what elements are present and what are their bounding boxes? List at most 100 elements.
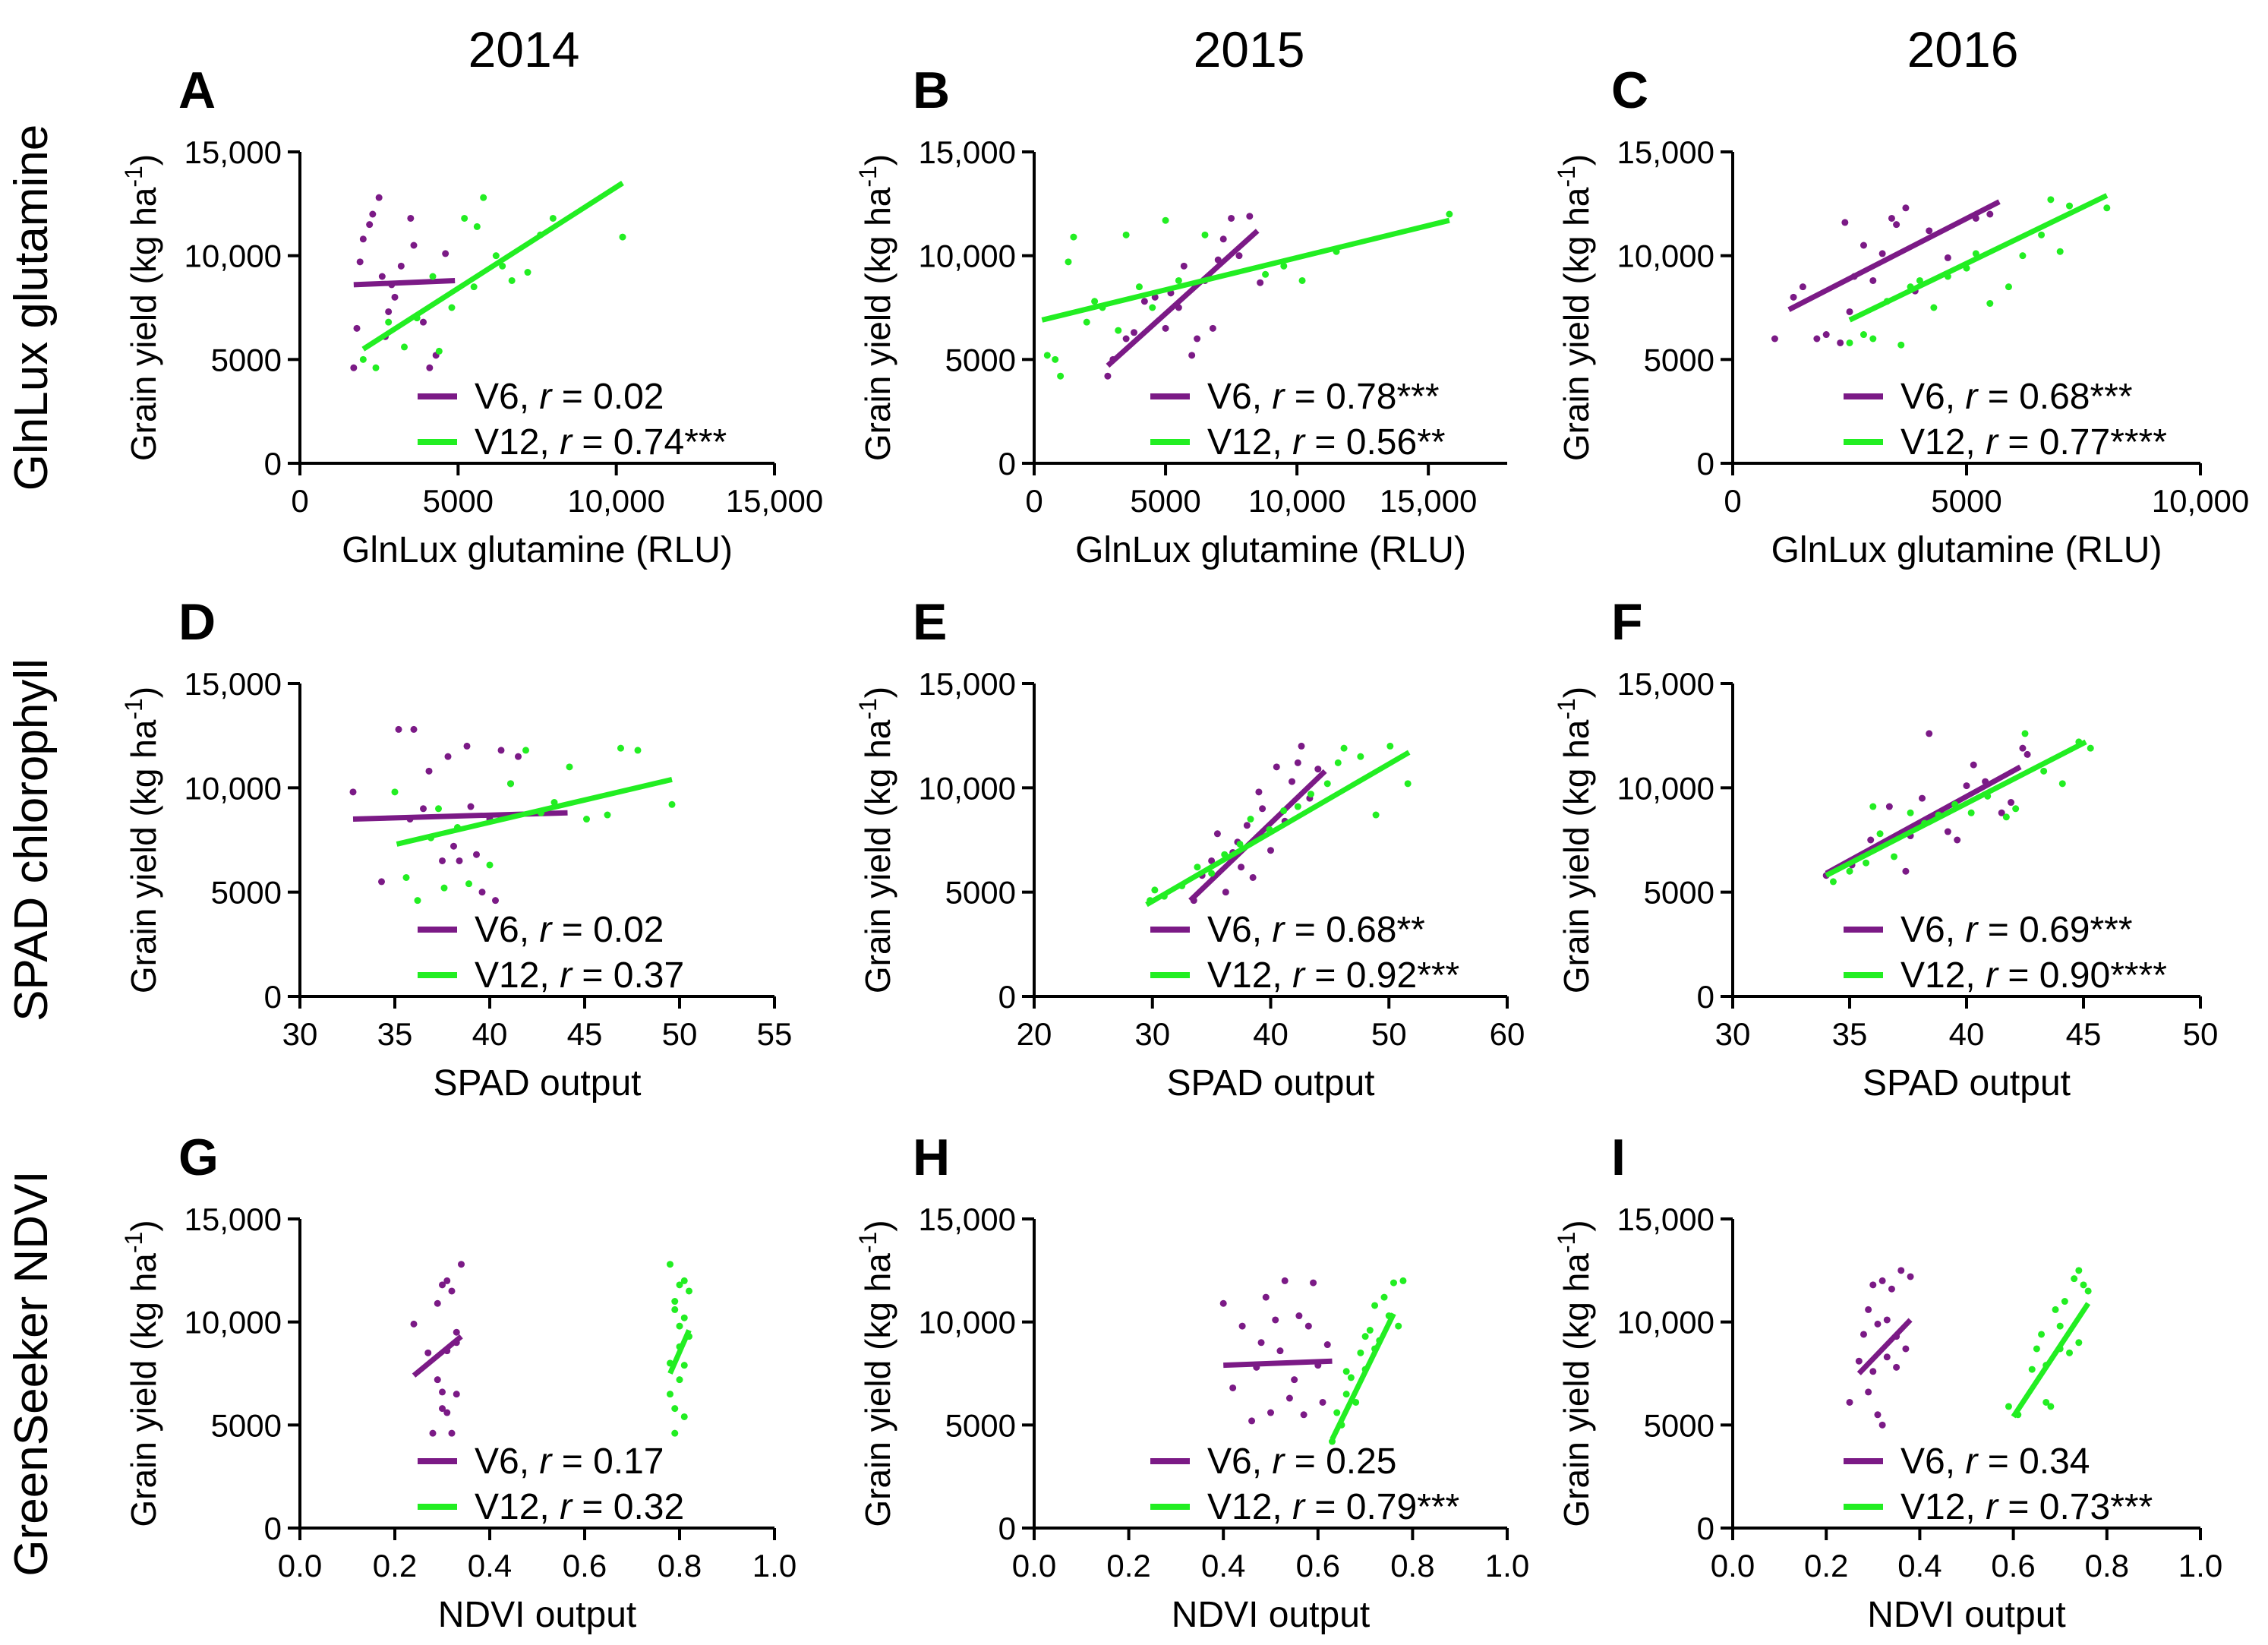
y-axis-label: Grain yield (kg ha-1) [120,1220,163,1527]
x-axis-label: NDVI output [438,1595,636,1635]
y-tick-label: 15,000 [1617,666,1714,702]
x-tick-label: 20 [1017,1016,1052,1052]
data-point-V6 [1285,1394,1293,1402]
data-point-V12 [1149,304,1156,311]
y-axis-label-close: ) [124,1220,163,1231]
y-tick-label: 15,000 [185,1201,282,1237]
legend-r-value: 0.74 [614,422,684,463]
legend-sep: , [1965,1487,1986,1527]
data-point-V6 [1878,1277,1886,1284]
data-point-V12 [1869,335,1877,343]
data-point-V12 [2019,252,2027,260]
legend-sep: , [519,910,540,950]
legend-significance: *** [2110,1487,2153,1527]
data-point-V6 [444,753,452,760]
data-point-V6 [1213,830,1221,838]
legend-r-symbol: r [539,377,553,417]
data-point-V6 [1188,352,1196,359]
data-point-V12 [676,1376,683,1384]
x-tick-label: 0.4 [1201,1548,1245,1583]
data-point-V6 [391,293,399,301]
data-point-V6 [2019,744,2027,752]
data-point-V12 [448,304,456,311]
data-point-V12 [1122,231,1130,238]
data-point-V6 [1822,331,1830,339]
legend-significance: *** [2090,910,2133,950]
data-point-V12 [680,1413,688,1420]
y-tick-label: 0 [1697,979,1714,1015]
legend-eq: = [1284,1441,1326,1482]
data-point-V6 [1257,279,1264,286]
panel-letter: I [1611,1129,1626,1186]
legend-r-symbol: r [1986,1487,1999,1527]
data-point-V12 [667,1261,673,1268]
data-point-V12 [1846,867,1853,875]
legend-sep: , [1945,910,1966,950]
data-point-V12 [470,283,478,291]
data-point-V12 [1323,780,1331,788]
data-point-V12 [1208,870,1216,877]
series-V12 [1825,730,2094,886]
data-point-V6 [1180,262,1188,270]
regression-line-V12 [361,181,624,352]
data-point-V12 [676,1281,683,1289]
data-point-V12 [1386,742,1394,750]
data-point-V6 [1846,308,1853,315]
data-point-V6 [1122,335,1130,343]
data-point-V6 [426,364,434,371]
y-axis-label-text: Grain yield (kg ha [1557,187,1596,461]
x-tick-label: 0.2 [1804,1548,1848,1583]
legend-sep: , [1272,955,1292,996]
y-tick-label: 10,000 [1617,770,1714,806]
data-point-V12 [1280,262,1288,270]
data-point-V12 [1897,341,1905,349]
legend-series-name: V12 [1901,422,1965,463]
data-point-V6 [1878,250,1886,257]
data-point-V12 [1446,210,1453,218]
y-axis-label: Grain yield (kg ha-1) [1553,687,1596,993]
legend-series-name: V12 [475,955,539,996]
legend-r-value: 0.25 [1326,1441,1396,1482]
data-point-V12 [686,1287,692,1295]
data-point-V12 [2056,1322,2064,1330]
x-axis-label: SPAD output [1863,1063,2071,1104]
data-point-V6 [1893,221,1901,229]
panel-letter: D [178,593,216,651]
x-tick-label: 10,000 [567,483,664,519]
data-point-V6 [434,1299,441,1307]
regression-line-V6 [1787,199,2001,312]
data-point-V12 [401,343,408,351]
legend-r-symbol: r [1965,377,1979,417]
data-point-V6 [1926,730,1933,737]
data-point-V12 [2038,231,2046,238]
legend-label: V12, r = 0.90**** [1901,955,2167,996]
data-point-V12 [372,364,380,371]
y-axis-label-text: Grain yield (kg ha [124,187,163,461]
legend-eq: = [1284,910,1326,950]
data-point-V6 [429,1429,437,1437]
legend-significance: *** [1397,377,1440,417]
legend-item-V12: V12, r = 0.92*** [1150,955,1459,996]
data-point-V12 [671,1306,679,1313]
legend-item-V6: V6, r = 0.69*** [1844,910,2133,950]
y-tick-label: 5000 [1644,342,1714,377]
legend-r-value: 0.90 [2039,955,2110,996]
data-point-V12 [1201,231,1209,238]
y-tick-label: 0 [264,979,282,1015]
y-tick-label: 5000 [1644,875,1714,911]
series-V6 [1771,199,2001,346]
data-point-V6 [1885,803,1893,810]
legend-eq: = [1977,1441,2019,1482]
x-tick-label: 0 [291,483,308,519]
data-point-V12 [1967,809,1975,816]
panel-C: C 0 5000 10,000 15,000 0 5000 10,000 GlnLux glut… [1553,62,2249,570]
data-point-V12 [1298,276,1306,284]
data-point-V12 [680,1277,688,1284]
legend-eq: = [1304,422,1346,463]
data-point-V6 [1267,1409,1274,1416]
series-V6 [349,725,568,905]
data-point-V6 [359,235,367,243]
data-point-V12 [1294,803,1301,810]
data-point-V6 [1300,1411,1307,1419]
data-point-V12 [385,318,393,326]
